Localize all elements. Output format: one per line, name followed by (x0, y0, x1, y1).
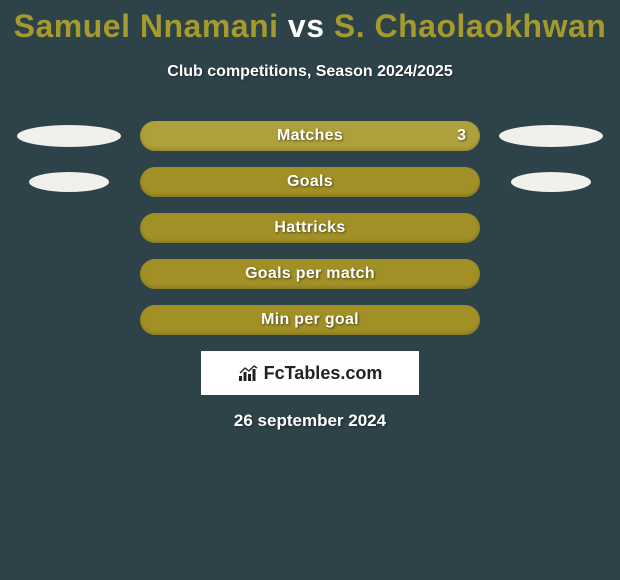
vs-text: vs (288, 8, 325, 44)
stat-label: Matches (277, 127, 343, 145)
stat-bar: Hattricks (140, 213, 480, 243)
brand-label: FcTables.com (264, 363, 383, 384)
stat-bar: Min per goal (140, 305, 480, 335)
stat-label: Hattricks (274, 219, 345, 237)
brand-box: FcTables.com (201, 351, 419, 395)
stat-value-right: 3 (457, 127, 466, 145)
left-ellipse-wrap (4, 125, 134, 147)
stat-bar: Matches 3 (140, 121, 480, 151)
right-ellipse (499, 125, 603, 147)
stat-bar: Goals per match (140, 259, 480, 289)
stat-label: Goals per match (245, 265, 375, 283)
stat-label: Min per goal (261, 311, 359, 329)
right-ellipse (511, 172, 591, 192)
stat-rows: Matches 3 Goals Hattricks Goals per match Min… (0, 121, 620, 335)
stat-row: Matches 3 (0, 121, 620, 151)
left-ellipse-wrap (4, 172, 134, 192)
right-ellipse-wrap (486, 172, 616, 192)
player2-name: S. Chaolaokhwan (334, 8, 606, 44)
left-ellipse (17, 125, 121, 147)
date-text: 26 september 2024 (0, 411, 620, 431)
stat-row: Goals (0, 167, 620, 197)
left-ellipse (29, 172, 109, 192)
stat-label: Goals (287, 173, 333, 191)
chart-icon (238, 364, 260, 382)
right-ellipse-wrap (486, 125, 616, 147)
brand-text: FcTables.com (238, 363, 383, 384)
player1-name: Samuel Nnamani (14, 8, 279, 44)
stat-bar: Goals (140, 167, 480, 197)
stat-row: Goals per match (0, 259, 620, 289)
stat-row: Hattricks (0, 213, 620, 243)
stat-row: Min per goal (0, 305, 620, 335)
comparison-title: Samuel Nnamani vs S. Chaolaokhwan (0, 0, 620, 45)
subtitle: Club competitions, Season 2024/2025 (0, 63, 620, 81)
